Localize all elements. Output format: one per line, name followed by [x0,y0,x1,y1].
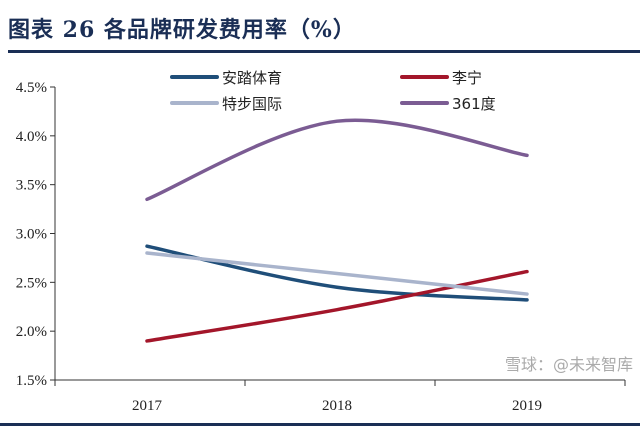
x-tick-label: 2019 [512,398,542,414]
y-tick-label: 2.0% [16,324,47,340]
title-divider [8,50,640,53]
y-tick-label: 1.5% [16,373,47,389]
legend-label: 安踏体育 [222,69,282,87]
series-line-3 [145,118,529,202]
y-tick-label: 3.0% [16,227,47,243]
bottom-divider [0,423,640,426]
y-tick-label: 4.5% [16,80,47,96]
chart-title: 图表 26 各品牌研发费用率（%） [8,17,356,43]
y-tick-label: 3.5% [16,178,47,194]
legend-label: 李宁 [452,69,482,87]
y-tick-label: 2.5% [16,275,47,291]
series-line-2 [145,251,529,296]
watermark-text: 雪球：@未来智库 [505,355,633,374]
series-line-1 [145,269,529,343]
y-tick-label: 4.0% [16,129,47,145]
legend-label: 361度 [452,95,496,113]
x-tick-label: 2018 [322,398,352,414]
x-tick-label: 2017 [132,398,163,414]
legend-label: 特步国际 [222,95,282,113]
